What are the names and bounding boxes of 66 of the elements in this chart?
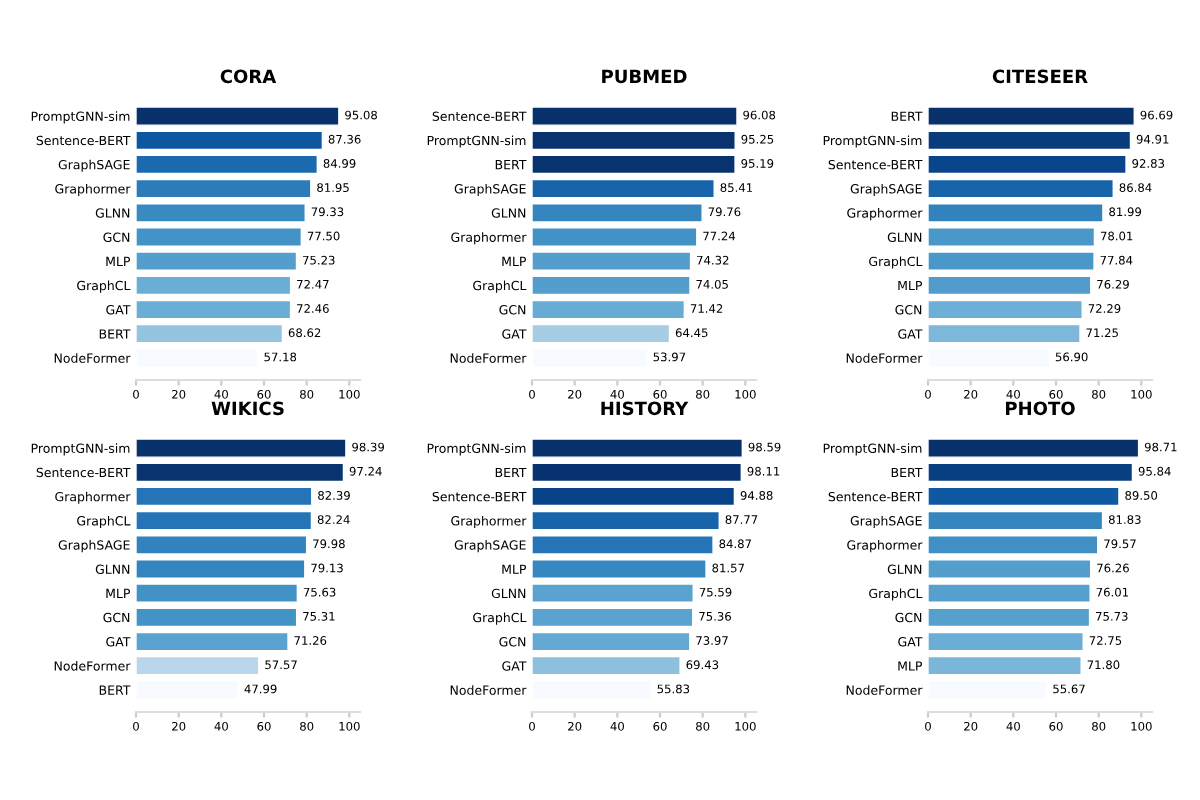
bar xyxy=(532,510,720,531)
bar xyxy=(928,203,1104,223)
chart-title: HISTORY xyxy=(601,401,689,416)
bar xyxy=(532,486,736,507)
bar xyxy=(532,275,691,296)
bar xyxy=(532,323,671,344)
bar xyxy=(136,583,299,603)
bar xyxy=(532,462,742,483)
bar xyxy=(928,559,1092,579)
bar xyxy=(136,535,308,555)
bar xyxy=(136,631,289,652)
bar xyxy=(928,486,1120,507)
bar xyxy=(928,655,1082,676)
bar xyxy=(532,203,703,223)
bar xyxy=(136,486,313,507)
bar xyxy=(136,130,324,151)
bar xyxy=(532,227,698,247)
bar xyxy=(136,655,260,676)
bar xyxy=(136,154,319,175)
bar xyxy=(136,251,298,271)
bar xyxy=(928,583,1091,603)
bar xyxy=(928,106,1135,126)
chart-title: CORA xyxy=(220,69,277,84)
bar xyxy=(532,130,736,151)
bar xyxy=(136,438,347,458)
bar xyxy=(928,438,1140,458)
chart-title: WIKICS xyxy=(211,401,284,416)
bar xyxy=(136,106,340,126)
bar xyxy=(532,251,692,271)
bar xyxy=(928,631,1084,652)
bar xyxy=(532,154,736,175)
bar xyxy=(136,559,306,579)
bar xyxy=(928,323,1081,344)
chart-title: PUBMED xyxy=(602,69,687,84)
bar xyxy=(136,299,292,320)
bar xyxy=(136,178,312,199)
bar xyxy=(136,462,345,483)
bar xyxy=(928,275,1092,296)
chart-title: CITESEER xyxy=(992,69,1088,84)
bar xyxy=(928,227,1096,247)
bar xyxy=(532,631,691,652)
bar xyxy=(928,178,1114,199)
bar xyxy=(532,655,681,676)
bar xyxy=(136,323,284,344)
bar xyxy=(928,130,1132,151)
bar xyxy=(532,106,738,126)
bar xyxy=(136,510,313,531)
bar xyxy=(532,559,707,579)
bar xyxy=(532,178,715,199)
bar xyxy=(928,462,1134,483)
bar xyxy=(928,510,1104,531)
bar xyxy=(928,299,1083,320)
bar xyxy=(532,299,686,320)
chart-title: PHOTO xyxy=(1005,401,1075,416)
bar xyxy=(928,607,1091,628)
bar xyxy=(136,227,303,247)
bar xyxy=(136,275,292,296)
bar xyxy=(928,154,1127,175)
bar xyxy=(532,438,744,458)
bar xyxy=(928,251,1095,271)
bar xyxy=(136,203,306,223)
bar xyxy=(136,607,298,628)
bar xyxy=(928,535,1099,555)
bar xyxy=(532,583,694,603)
bar xyxy=(532,535,714,555)
bar xyxy=(532,607,694,628)
